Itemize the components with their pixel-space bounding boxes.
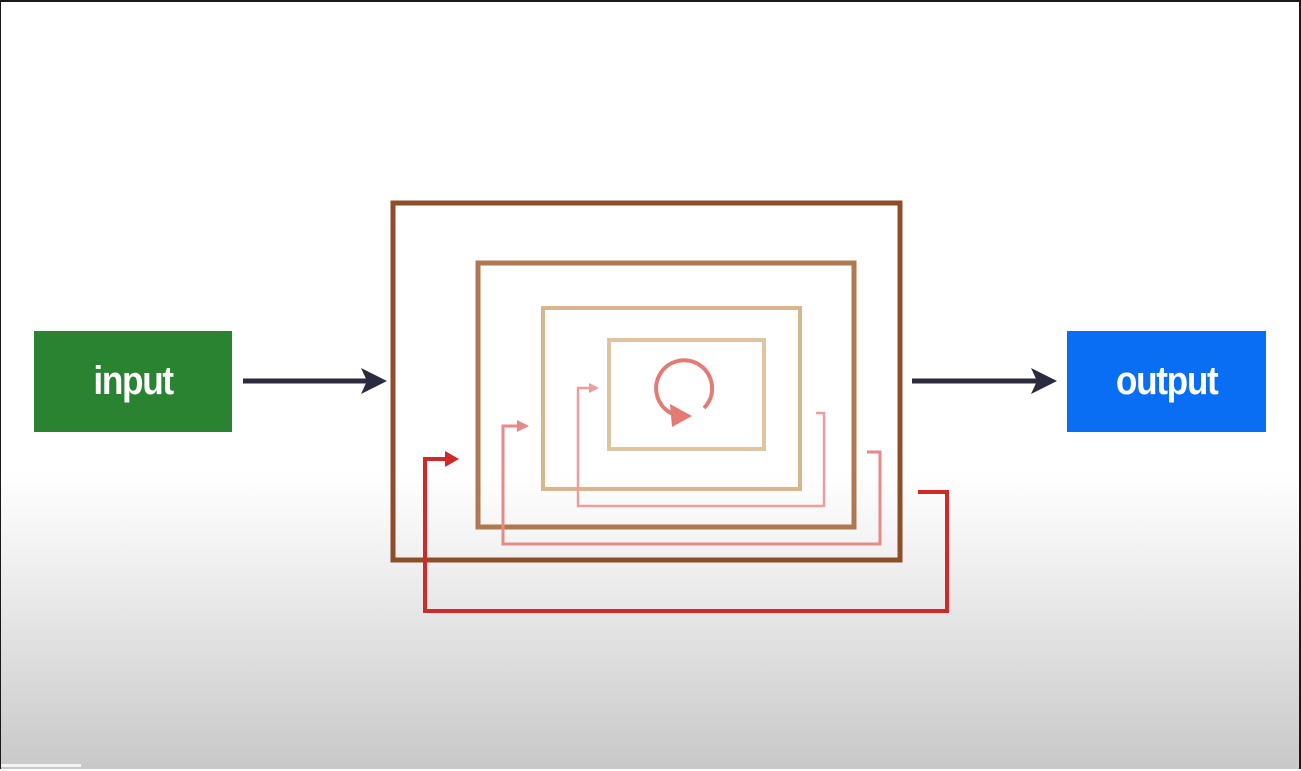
input-arrow (243, 368, 387, 394)
output-label: output (1115, 359, 1219, 403)
loop-arrow-outer (423, 451, 949, 613)
output-arrow (912, 368, 1057, 394)
second-box (475, 260, 857, 530)
loop-arrow-second (501, 420, 882, 546)
circular-arrow-icon (654, 358, 715, 427)
video-progress-bar[interactable] (1, 764, 81, 767)
inner-box (607, 338, 766, 451)
outer-box (390, 200, 903, 563)
output-node: output (1067, 331, 1266, 432)
input-label: input (93, 359, 174, 403)
input-node: input (34, 331, 232, 432)
third-box (541, 306, 802, 491)
loop-arrow-third (576, 383, 826, 508)
